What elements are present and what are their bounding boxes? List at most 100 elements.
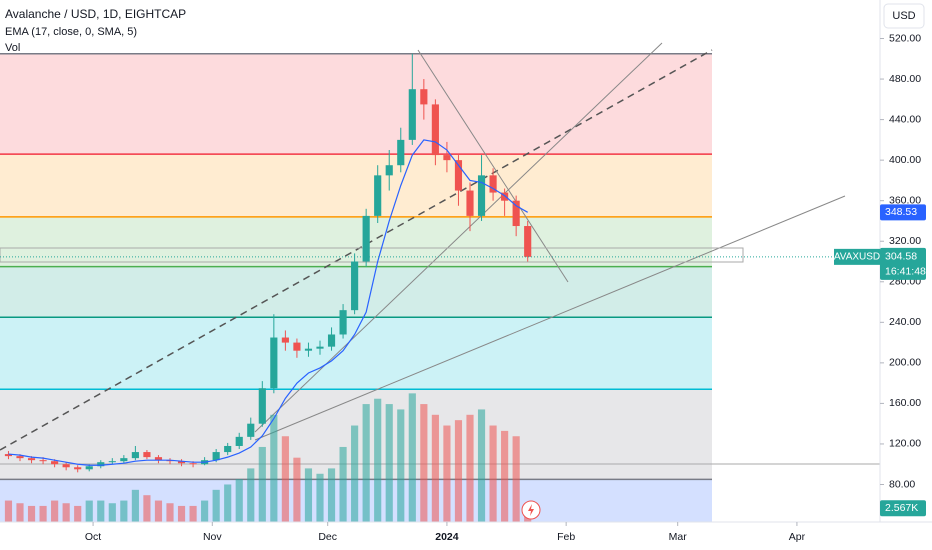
candle-body [108, 461, 116, 463]
y-tick-label: 320.00 [889, 235, 921, 247]
volume-bar [108, 503, 116, 522]
candle-body [512, 200, 520, 227]
candle-body [374, 175, 382, 216]
y-tick-label: 480.00 [889, 73, 921, 85]
volume-bar [51, 500, 59, 522]
trendline [254, 195, 846, 441]
x-tick-label: Oct [85, 531, 101, 543]
volume-bar [270, 414, 278, 522]
volume-bar [166, 503, 174, 522]
volume-bar [477, 409, 486, 522]
volume-bar [131, 489, 139, 522]
candle-body [270, 337, 278, 389]
candle-body [362, 215, 370, 262]
candle-body [120, 458, 128, 462]
candle-body [293, 342, 301, 351]
candle-body [385, 165, 393, 176]
candle-body [420, 89, 428, 105]
y-tick-label: 400.00 [889, 154, 921, 166]
x-tick-label: 2024 [435, 531, 459, 543]
event-icon-bolt [528, 504, 534, 516]
candle-body [247, 423, 255, 437]
candle-body [397, 139, 405, 166]
volume-bar [4, 500, 13, 522]
volume-bar [258, 446, 266, 522]
volume-bar [97, 500, 105, 522]
candle-body [97, 462, 105, 467]
volume-bar [39, 505, 47, 522]
volume-bar [489, 425, 497, 522]
candle-body [351, 261, 359, 311]
y-tick-label: 440.00 [889, 113, 921, 125]
volume-bar [154, 500, 163, 522]
countdown-label: 16:41:48 [885, 266, 926, 278]
volume-bar [501, 430, 509, 522]
y-tick-label: 80.00 [889, 478, 915, 490]
fib-band [0, 317, 712, 390]
candle-body [16, 456, 24, 459]
candle-body [327, 334, 336, 347]
x-tick-label: Mar [669, 531, 688, 543]
candle-body [524, 226, 532, 257]
range-box [0, 247, 744, 263]
fib-band [0, 53, 712, 155]
y-tick-label: 120.00 [889, 438, 921, 450]
candle-body [224, 445, 232, 453]
volume-bar [27, 505, 36, 522]
volume-bar [235, 479, 243, 522]
candle-body [489, 175, 497, 193]
volume-bar [120, 500, 128, 522]
volume-bar [351, 425, 359, 522]
candle-body [74, 467, 82, 470]
candle-body [281, 337, 289, 343]
dashed-trendline [0, 49, 713, 451]
candle-body [39, 460, 47, 462]
volume-bar [293, 457, 301, 522]
volume-bar [247, 468, 255, 522]
candle-body [408, 89, 416, 140]
ema-value-label: 348.53 [885, 206, 917, 218]
candle-body [27, 458, 36, 461]
volume-bar [177, 505, 186, 522]
ema-tag [880, 204, 926, 221]
volume-bar [201, 500, 209, 522]
symbol-tag [834, 248, 880, 265]
volume-bar [143, 495, 151, 522]
y-tick-label: 240.00 [889, 316, 921, 328]
candle-body [189, 463, 197, 465]
y-tick-label: 520.00 [889, 32, 921, 44]
candle-body [154, 457, 163, 461]
candle-body [51, 461, 59, 465]
candle-body [212, 452, 220, 461]
volume-label: Vol [5, 42, 20, 54]
candle-body [477, 175, 486, 216]
volume-bar [74, 505, 82, 522]
y-tick-label: 360.00 [889, 194, 921, 206]
volume-bar [212, 489, 220, 522]
volume-bar [16, 503, 24, 522]
volume-bar [466, 414, 474, 522]
volume-value-label: 2.567K [885, 502, 918, 514]
indicator-label: EMA (17, close, 0, SMA, 5) [5, 26, 137, 38]
candle-body [454, 160, 463, 191]
candle-body [316, 346, 324, 349]
drawings [0, 42, 880, 465]
chart-title: Avalanche / USD, 1D, EIGHTCAP [5, 7, 186, 21]
currency-button[interactable] [883, 3, 925, 29]
candle-body [339, 310, 347, 335]
trendline [417, 49, 569, 283]
currency[interactable]: USD [892, 10, 915, 22]
volume-bar [85, 500, 93, 522]
candle-body [443, 155, 451, 161]
volume-pane [4, 393, 532, 522]
candles [4, 53, 532, 473]
candle-body [466, 190, 474, 216]
volume-bar [224, 484, 232, 522]
volume-bar [374, 398, 382, 522]
last-price-label: 304.58 [885, 251, 917, 263]
volume-bar [62, 503, 70, 522]
trendline [254, 42, 663, 433]
volume-bar [408, 393, 416, 522]
volume-bar [327, 468, 336, 522]
